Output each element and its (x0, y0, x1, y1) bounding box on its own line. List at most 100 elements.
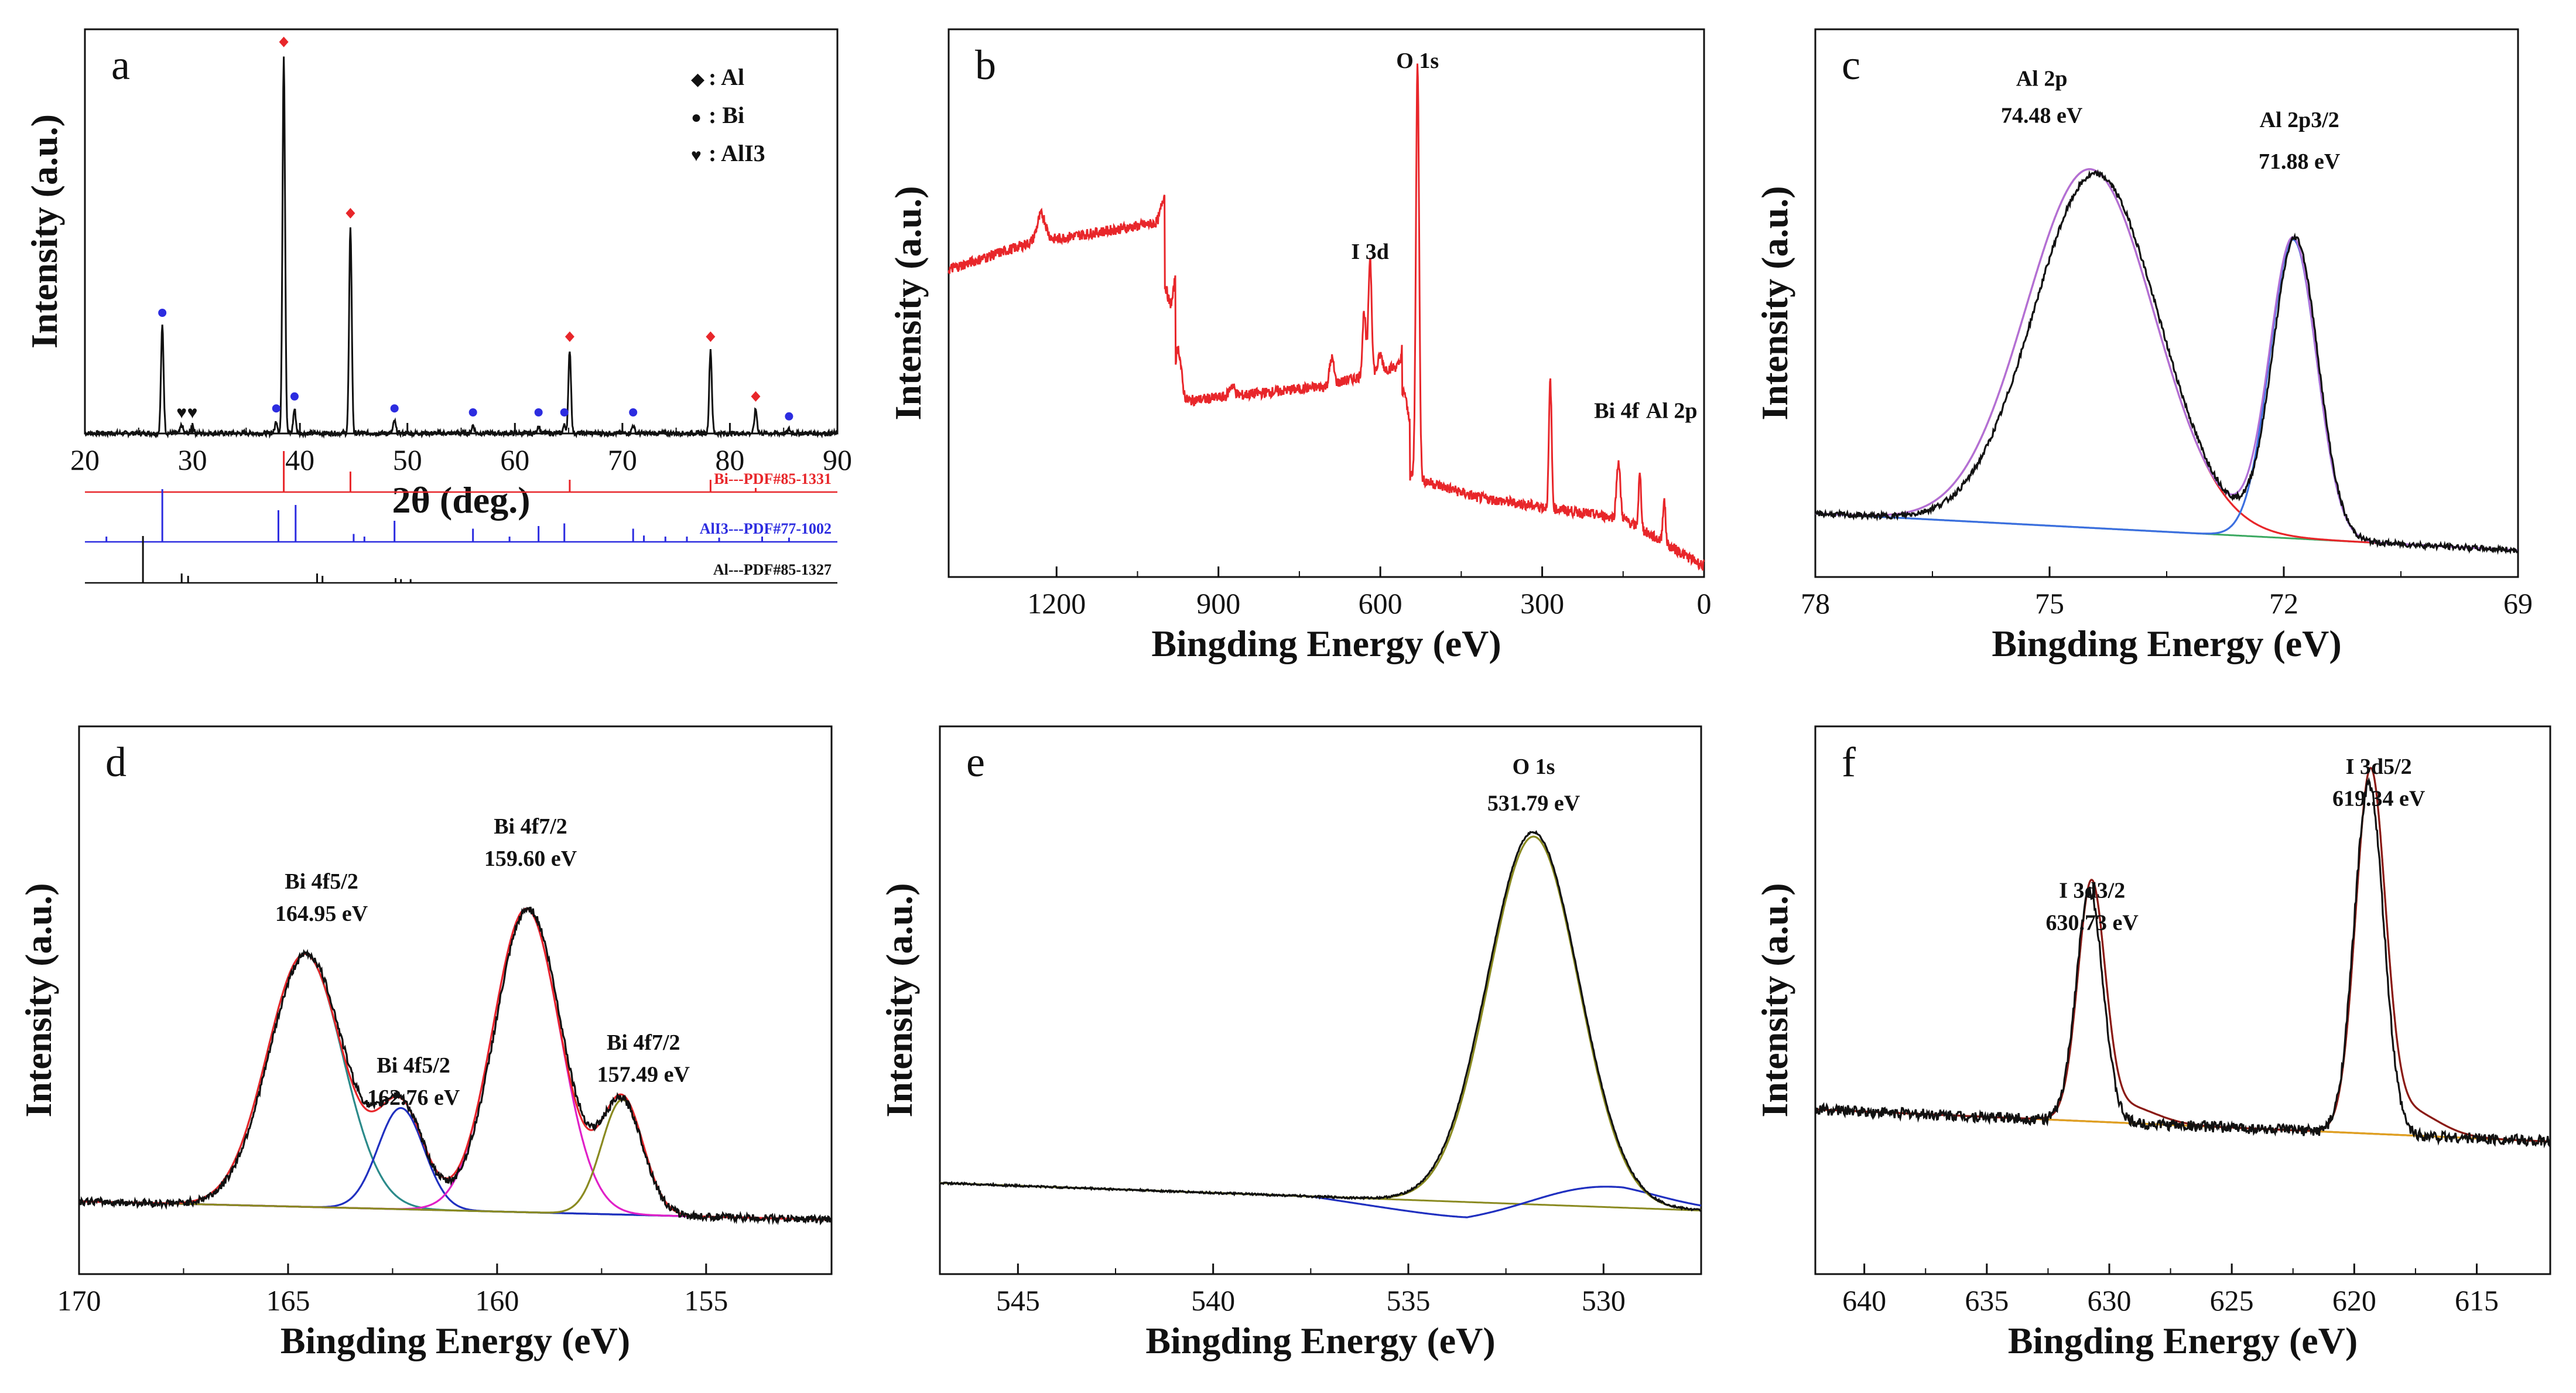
series-line (1815, 879, 2550, 1143)
x-tick-label: 900 (1196, 587, 1240, 620)
y-axis-label: Intensity (a.u.) (887, 186, 929, 420)
y-axis-label: Intensity (a.u.) (878, 883, 920, 1117)
peak-annotation: Bi 4f (1594, 399, 1640, 424)
series-line (939, 830, 1702, 1212)
series-line (78, 906, 832, 1225)
panel-label: f (1842, 739, 1856, 786)
x-tick-label: 545 (996, 1284, 1040, 1317)
peak-annotation: I 3d3/2 (2059, 879, 2125, 903)
x-tick-label: 1200 (1027, 587, 1086, 620)
peak-annotation: Al 2p (1646, 399, 1698, 424)
legend-label: : Bi (709, 102, 744, 128)
al-peak-marker (345, 208, 355, 218)
series-line (1814, 777, 2551, 1149)
bi-peak-marker (272, 404, 280, 413)
peak-annotation: Al 2p3/2 (2260, 108, 2339, 132)
series-line (1815, 238, 2517, 551)
x-tick-label: 40 (285, 443, 314, 476)
x-tick-label: 640 (1842, 1284, 1886, 1317)
x-tick-label: 80 (715, 443, 744, 476)
x-tick-label: 60 (500, 443, 529, 476)
x-tick-label: 69 (2503, 587, 2533, 620)
panel-b: 1200 900 600 300 0 b Bingding Energy (eV) Inten… (887, 28, 1712, 664)
x-tick-label: 160 (475, 1284, 519, 1317)
peak-annotation: 162.76 eV (367, 1085, 460, 1110)
x-tick-label: 630 (2088, 1284, 2132, 1317)
x-tick-label: 155 (684, 1284, 728, 1317)
bi-peak-marker (560, 408, 569, 416)
ali3-peak-marker: ♥ (176, 403, 187, 422)
series-line (79, 907, 831, 1221)
peak-annotation: Al 2p (2016, 66, 2068, 91)
panel-f: 640 635 630 625 620 615 f Bingding Energy (eV) I… (1754, 725, 2551, 1361)
x-tick-label: 170 (57, 1284, 101, 1317)
peak-annotation: Bi 4f7/2 (607, 1030, 680, 1055)
bi-peak-marker (468, 408, 477, 416)
reference-label: AlI3---PDF#77-1002 (700, 520, 832, 537)
panel-c-frame (1814, 28, 2519, 578)
x-tick-label: 300 (1520, 587, 1564, 620)
panel-e: 545 540 535 530 e Bingding Energy (eV) Intensi… (878, 725, 1702, 1361)
y-axis-label: Intensity (a.u.) (1754, 186, 1795, 420)
panel-d-frame (78, 725, 833, 1275)
x-tick-label: 90 (823, 443, 852, 476)
x-tick-label: 75 (2035, 587, 2064, 620)
x-tick-label: 50 (393, 443, 422, 476)
x-tick-label: 78 (1801, 587, 1830, 620)
x-axis-label: Bingding Energy (eV) (1145, 1320, 1495, 1361)
peak-annotation: 159.60 eV (484, 846, 577, 871)
reference-label: Bi---PDF#85-1331 (714, 470, 832, 487)
panel-c: 78 75 72 69 c Bingding Energy (eV) Intensity (… (1754, 28, 2533, 664)
panel-e-frame (939, 725, 1702, 1275)
x-axis-label: Bingding Energy (eV) (280, 1320, 630, 1361)
peak-annotation: O 1s (1513, 754, 1555, 779)
peak-annotation: 157.49 eV (597, 1063, 690, 1087)
bi-peak-marker (785, 412, 793, 421)
peak-annotation: I 3d (1351, 240, 1388, 264)
panel-label: d (105, 739, 126, 786)
panel-f-frame (1814, 725, 2551, 1275)
x-tick-label: 165 (266, 1284, 310, 1317)
ali3-peak-marker: ♥ (187, 403, 198, 422)
legend-symbol: ● (691, 108, 702, 127)
x-tick-label: 540 (1191, 1284, 1235, 1317)
peak-annotation: I 3d5/2 (2346, 754, 2412, 779)
legend-label: : Al (709, 64, 744, 90)
x-tick-label: 530 (1582, 1284, 1626, 1317)
bi-peak-marker (390, 404, 399, 413)
x-tick-label: 70 (608, 443, 637, 476)
x-tick-label: 535 (1387, 1284, 1431, 1317)
peak-annotation: 619.34 eV (2332, 787, 2426, 811)
x-axis-label: 2θ (deg.) (392, 479, 530, 521)
panel-b-frame (947, 28, 1705, 578)
panel-a: 20 30 40 50 60 70 80 90 a 2θ (deg.) Intensity (a.u… (23, 28, 852, 584)
xrd-pattern (84, 56, 839, 439)
legend-symbol: ◆ (691, 70, 704, 89)
peak-annotation: 531.79 eV (1487, 791, 1581, 816)
bi-peak-marker (534, 408, 543, 416)
x-tick-label: 620 (2332, 1284, 2376, 1317)
al-peak-marker (706, 331, 716, 342)
survey-spectrum (947, 63, 1705, 571)
bi-peak-marker (629, 408, 638, 416)
x-tick-label: 615 (2455, 1284, 2499, 1317)
x-axis-label: Bingding Energy (eV) (2008, 1320, 2358, 1361)
y-axis-label: Intensity (a.u.) (18, 883, 59, 1117)
al-peak-marker (279, 36, 289, 47)
al-peak-marker (751, 391, 761, 402)
x-tick-label: 72 (2269, 587, 2298, 620)
x-tick-label: 635 (1965, 1284, 2009, 1317)
series-line (1815, 168, 2517, 551)
panel-label: a (111, 42, 130, 88)
x-tick-label: 600 (1359, 587, 1402, 620)
series-line (1815, 767, 2550, 1143)
series-line (1815, 168, 2517, 551)
x-tick-label: 30 (178, 443, 207, 476)
peak-annotation: 164.95 eV (275, 902, 368, 926)
panel-label: b (975, 42, 996, 88)
legend-symbol: ♥ (691, 146, 702, 165)
x-axis-label: Bingding Energy (eV) (1151, 623, 1501, 664)
legend-label: : AlI3 (709, 140, 765, 166)
panel-label: c (1842, 42, 1860, 88)
